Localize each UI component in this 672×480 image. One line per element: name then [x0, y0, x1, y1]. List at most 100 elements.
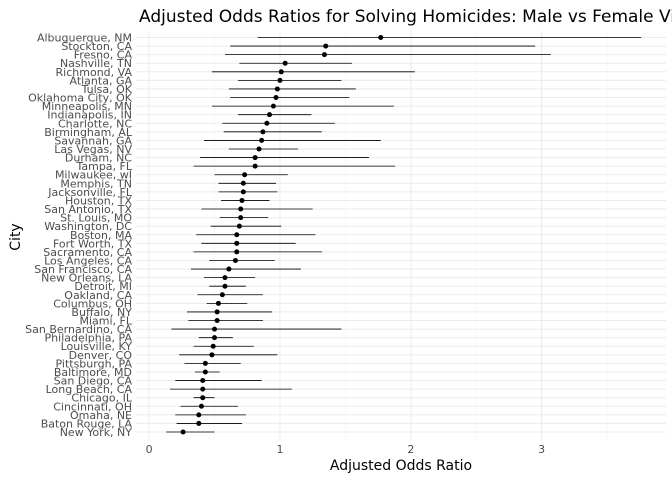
odds-ratio-point	[277, 77, 283, 83]
y-tick-label: Atlanta, GA	[69, 74, 132, 87]
y-tick-label: Stockton, CA	[61, 40, 132, 53]
y-tick-label: Charlotte, NC	[58, 117, 132, 130]
y-tick-label: Albuquerque, NM	[37, 32, 132, 45]
odds-ratio-point	[219, 292, 225, 298]
y-tick-label: Los Angeles, CA	[44, 254, 132, 267]
y-tick-label: Detroit, MI	[74, 280, 132, 293]
y-tick-label: Memphis, TN	[60, 177, 132, 190]
odds-ratio-point	[196, 412, 202, 418]
odds-ratio-point	[266, 112, 272, 118]
odds-ratio-point	[222, 275, 228, 281]
y-tick-label: Tampa, FL	[75, 160, 132, 173]
y-tick-label: Fresno, CA	[74, 49, 133, 62]
y-tick-label: Cincinnati, OH	[53, 400, 132, 413]
odds-ratio-point	[226, 266, 232, 272]
odds-ratio-point	[273, 95, 279, 101]
odds-ratio-point	[264, 120, 270, 126]
odds-ratio-point	[196, 420, 202, 426]
point-estimates	[180, 35, 384, 435]
chart-title: Adjusted Odds Ratios for Solving Homicid…	[139, 7, 672, 27]
y-tick-label: Oakland, CA	[64, 289, 132, 302]
confidence-intervals	[166, 37, 642, 433]
odds-ratio-point	[212, 326, 218, 332]
odds-ratio-point	[200, 386, 206, 392]
odds-ratio-point	[214, 318, 220, 324]
odds-ratio-point	[259, 137, 265, 143]
y-tick-label: Sacramento, CA	[43, 246, 132, 259]
odds-ratio-point	[232, 257, 238, 263]
y-tick-label: Savannah, GA	[54, 134, 132, 147]
odds-ratio-point	[240, 180, 246, 186]
odds-ratio-point	[378, 35, 384, 40]
odds-ratio-point	[215, 300, 221, 306]
odds-ratio-point	[209, 352, 215, 358]
y-tick-label: San Francisco, CA	[34, 263, 132, 276]
y-tick-label: Columbus, OH	[53, 297, 132, 310]
y-tick-label: New Orleans, LA	[41, 272, 132, 285]
y-tick-label: Fort Worth, TX	[53, 237, 132, 250]
odds-ratio-point	[238, 206, 244, 212]
y-tick-label: Pittsburgh, PA	[56, 357, 133, 370]
odds-ratio-point	[239, 197, 245, 203]
y-tick-label: Houston, TX	[65, 194, 132, 207]
odds-ratio-point	[234, 249, 240, 255]
odds-ratio-point	[252, 163, 258, 169]
odds-ratio-point	[214, 309, 220, 315]
y-tick-label: Durham, NC	[65, 152, 132, 165]
y-tick-label: Nashville, TN	[60, 57, 132, 70]
y-tick-label: San Diego, CA	[54, 375, 133, 388]
odds-ratio-point	[278, 69, 284, 75]
odds-ratio-point	[321, 52, 327, 58]
x-tick-label: 2	[407, 443, 414, 456]
odds-ratio-point	[242, 172, 248, 178]
y-tick-label: Philadelphia, PA	[45, 332, 133, 345]
odds-ratio-point	[198, 403, 204, 409]
odds-ratio-point	[212, 335, 218, 341]
odds-ratio-point	[238, 215, 244, 221]
x-tick-label: 1	[276, 443, 283, 456]
odds-ratio-point	[202, 360, 208, 366]
odds-ratio-point	[282, 60, 288, 66]
y-tick-label: Minneapolis, MN	[42, 100, 132, 113]
y-tick-label: San Bernardino, CA	[25, 323, 132, 336]
y-tick-label: Long Beach, CA	[46, 383, 133, 396]
y-tick-label: Birmingham, AL	[44, 126, 133, 139]
y-tick-label: Las Vegas, NV	[54, 143, 132, 156]
y-tick-label: Tulsa, OK	[81, 83, 133, 96]
x-tick-label: 3	[538, 443, 545, 456]
y-tick-label: Jacksonville, FL	[47, 186, 133, 199]
y-tick-label: New York, NY	[60, 426, 133, 439]
odds-ratio-point	[256, 146, 262, 152]
odds-ratio-point	[234, 240, 240, 246]
y-tick-label: Milwaukee, wI	[55, 169, 132, 182]
y-tick-label: Baton Rouge, LA	[41, 417, 133, 430]
odds-ratio-point	[200, 378, 206, 384]
y-tick-label: St. Louis, MO	[60, 212, 132, 225]
odds-ratio-point	[270, 103, 276, 109]
odds-ratio-point	[260, 129, 266, 135]
odds-ratio-point	[222, 283, 228, 289]
odds-ratio-point	[180, 429, 186, 435]
odds-ratio-point	[234, 232, 240, 238]
y-tick-label: Denver, CO	[69, 349, 133, 362]
odds-ratio-point	[240, 189, 246, 195]
odds-ratio-point	[323, 43, 329, 49]
y-tick-label: Washington, DC	[44, 220, 132, 233]
y-tick-label: San Antonio, TX	[44, 203, 132, 216]
y-tick-label: Chicago, IL	[71, 392, 132, 405]
y-tick-label: Buffalo, NY	[71, 306, 132, 319]
y-tick-label: Louisville, KY	[61, 340, 133, 353]
x-axis-title: Adjusted Odds Ratio	[330, 458, 472, 474]
odds-ratio-point	[252, 155, 258, 161]
odds-ratio-point	[210, 343, 216, 349]
odds-ratio-point	[274, 86, 280, 92]
odds-ratio-point	[200, 395, 206, 401]
y-tick-label: Oklahoma City, OK	[28, 92, 133, 105]
x-axis-tick-labels: 0 1 2 3	[146, 443, 546, 456]
y-tick-label: Richmond, VA	[56, 66, 133, 79]
y-axis-title: City	[8, 223, 24, 250]
y-tick-label: Omaha, NE	[70, 409, 132, 422]
y-tick-label: Boston, MA	[70, 229, 133, 242]
